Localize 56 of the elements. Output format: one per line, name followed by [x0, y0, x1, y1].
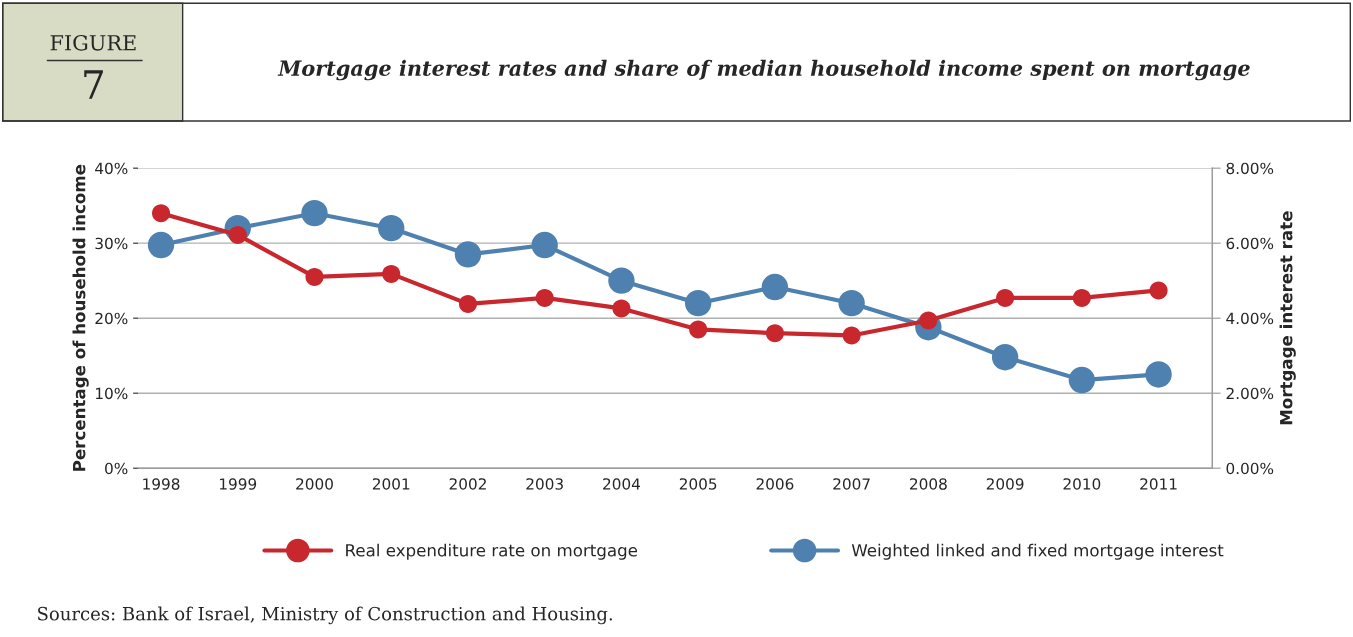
x-tick-label: 2010: [1063, 478, 1101, 490]
y2-tick-label: 6.00%: [1226, 237, 1274, 250]
x-tick-label: 2002: [449, 478, 486, 490]
point: [152, 204, 171, 223]
y-tick-label: 10%: [96, 387, 128, 400]
chart-title: Mortgage interest rates and share of median household income spent on mortgage: [277, 59, 1250, 81]
point: [1145, 361, 1172, 388]
x-tick-label: 2008: [910, 478, 947, 490]
point: [1068, 366, 1096, 394]
point: [761, 273, 789, 301]
point: [454, 241, 482, 268]
point: [458, 294, 477, 313]
x-tick-label: 2007: [833, 478, 870, 490]
point: [382, 264, 401, 283]
legend-label: Weighted linked and fixed mortgage interest: [851, 543, 1224, 560]
point: [996, 288, 1015, 307]
source-note: Sources: Bank of Israel, Ministry of Construction and Housing.: [38, 606, 613, 625]
point: [765, 324, 784, 343]
x-tick-label: 2001: [372, 478, 410, 490]
legend-label: Real expenditure rate on mortgage: [346, 543, 638, 560]
y-tick-label: 30%: [95, 237, 128, 250]
point: [1072, 288, 1091, 307]
y-tick-label: 0%: [105, 462, 128, 475]
y-tick-label: 40%: [95, 162, 128, 175]
text: FIGURE: [50, 34, 136, 51]
x-tick-label: 2005: [679, 478, 717, 490]
y-axis-title: Percentage of household income: [72, 164, 89, 471]
x-tick-label: 2011: [1140, 478, 1177, 490]
point: [838, 289, 865, 317]
y2-tick-label: 2.00%: [1226, 387, 1274, 400]
x-tick-label: 2006: [756, 478, 794, 490]
x-tick-label: 2003: [526, 478, 563, 490]
point: [378, 214, 405, 242]
text: 7: [84, 70, 103, 99]
y2-axis-title: Mortgage interest rate: [1279, 211, 1296, 425]
x-tick-label: 2009: [986, 478, 1024, 490]
point: [689, 320, 708, 339]
point: [301, 199, 328, 227]
y2-tick-label: 8.00%: [1226, 162, 1274, 175]
point: [531, 231, 558, 259]
y2-tick-label: 4.00%: [1226, 312, 1274, 325]
point: [1149, 281, 1168, 300]
y2-tick-label: 0.00%: [1226, 462, 1274, 475]
point: [842, 326, 861, 345]
point: [608, 267, 635, 294]
x-tick-label: 2004: [603, 478, 641, 490]
point: [305, 267, 324, 286]
point: [147, 231, 175, 259]
point: [612, 299, 631, 318]
y-tick-label: 20%: [95, 312, 128, 325]
point: [535, 288, 554, 307]
x-tick-label: 1999: [220, 478, 257, 490]
x-tick-label: 2000: [296, 478, 333, 490]
x-tick-label: 1998: [143, 478, 180, 490]
point: [684, 289, 712, 317]
point: [991, 343, 1019, 371]
